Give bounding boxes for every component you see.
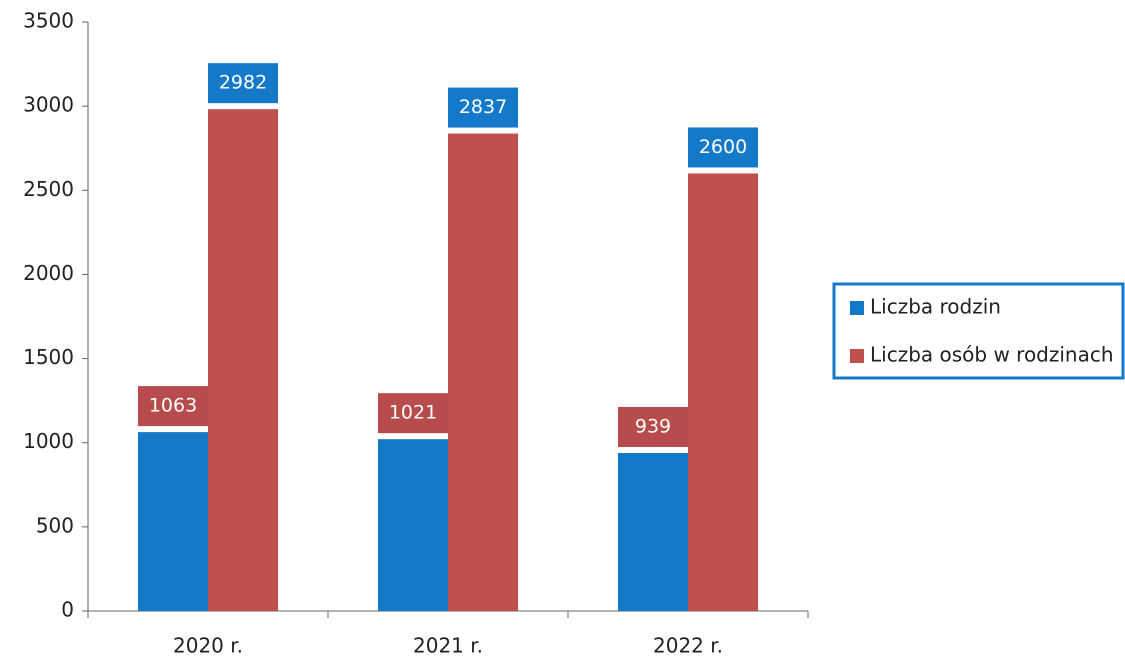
legend-swatch [850, 301, 864, 315]
bar [688, 173, 758, 611]
y-tick-label: 3000 [23, 93, 74, 117]
value-label: 2837 [459, 96, 507, 118]
value-label: 2600 [699, 136, 747, 158]
legend-box [832, 282, 1125, 380]
x-tick-label: 2021 r. [413, 634, 483, 658]
bar [618, 452, 688, 611]
x-tick-label: 2022 r. [653, 634, 723, 658]
value-label-box [618, 406, 688, 447]
y-tick-label: 2500 [23, 177, 74, 201]
value-label-box [688, 127, 758, 168]
bar [448, 133, 518, 611]
value-label-box [208, 63, 278, 104]
bar [138, 432, 208, 611]
x-tick-label: 2020 r. [173, 634, 243, 658]
value-label: 1021 [389, 402, 437, 424]
value-label: 2982 [219, 72, 267, 94]
y-tick-label: 1000 [23, 429, 74, 453]
y-tick-label: 0 [61, 598, 74, 622]
value-label-box [138, 386, 208, 427]
value-label: 1063 [149, 395, 197, 417]
y-tick-label: 2000 [23, 261, 74, 285]
y-tick-label: 3500 [23, 9, 74, 33]
bar [208, 109, 278, 611]
value-label-box [448, 87, 518, 128]
y-tick-label: 1500 [23, 345, 74, 369]
y-tick-label: 500 [36, 513, 74, 537]
value-label: 939 [635, 415, 671, 437]
legend-label: Liczba osób w rodzinach [870, 343, 1114, 367]
value-label-box [378, 393, 448, 434]
legend-swatch [850, 349, 864, 363]
legend-label: Liczba rodzin [870, 295, 1001, 319]
bar [378, 439, 448, 611]
